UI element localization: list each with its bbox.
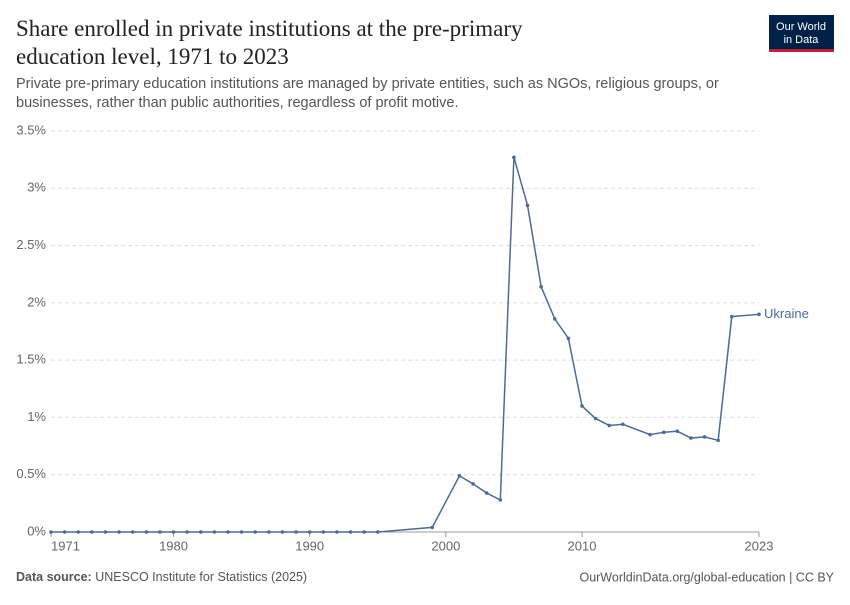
point [307, 530, 312, 534]
point [729, 314, 734, 319]
point [566, 336, 571, 341]
chart-subtitle: Private pre-primary education institutio… [16, 76, 719, 92]
line [51, 157, 760, 533]
point [621, 422, 625, 427]
point [158, 530, 162, 534]
logo-bar [769, 49, 834, 52]
y-tick-label: 3.5% [16, 122, 46, 137]
y-tick-label: 3% [27, 180, 46, 195]
point [212, 530, 217, 534]
logo-box[interactable] [769, 15, 834, 51]
point [648, 432, 652, 437]
point [457, 474, 462, 478]
point [321, 530, 326, 534]
point [580, 404, 584, 408]
point [375, 530, 380, 534]
point [267, 530, 271, 534]
point [525, 203, 530, 208]
point [280, 530, 285, 534]
point [62, 530, 67, 534]
source-text: UNESCO Institute for Statistics (2025) [95, 570, 307, 584]
x-tick-label: 2023 [745, 538, 774, 553]
y-tick-label: 0.5% [16, 466, 46, 481]
logo-line: in Data [784, 34, 820, 46]
point [294, 530, 298, 534]
series-label: Ukraine [764, 306, 809, 321]
point [117, 530, 121, 534]
point [185, 530, 189, 534]
y-tick-label: 2% [27, 294, 46, 309]
point [226, 530, 230, 534]
point [689, 436, 693, 440]
source-label: Data source: [16, 570, 92, 584]
point [171, 530, 176, 534]
point [484, 491, 489, 495]
point [253, 530, 258, 534]
point [471, 482, 475, 486]
point [716, 438, 720, 443]
point [607, 423, 612, 428]
x-tick-label: 2010 [568, 538, 597, 553]
point [90, 530, 94, 534]
source: Data source: UNESCO Institute for Statis… [16, 570, 307, 584]
point [130, 530, 135, 534]
point [675, 429, 680, 433]
chart-title: Share enrolled in private institutions a… [16, 16, 523, 41]
point [198, 530, 203, 534]
logo-text[interactable]: Our World in Data [776, 21, 826, 46]
x-tick-label: 2000 [431, 538, 460, 553]
point [512, 155, 516, 160]
y-tick-label: 2.5% [16, 237, 46, 252]
point [348, 530, 353, 534]
point [335, 530, 339, 534]
chart-subtitle: businesses, rather than public authoriti… [16, 95, 458, 111]
point [552, 317, 557, 321]
point [661, 430, 666, 435]
point [362, 530, 366, 534]
point [539, 285, 543, 289]
point [593, 416, 598, 421]
x-tick-label: 1971 [51, 538, 80, 553]
point [239, 530, 244, 534]
point [702, 435, 707, 439]
logo-line: Our World [776, 21, 826, 33]
point [757, 312, 761, 317]
point [76, 530, 81, 534]
y-tick-label: 0% [27, 523, 46, 538]
point [103, 530, 108, 534]
credit[interactable]: OurWorldinData.org/global-education | CC… [579, 570, 834, 584]
point [49, 530, 53, 534]
point [498, 498, 503, 502]
y-tick-label: 1% [27, 409, 46, 424]
chart-title: education level, 1971 to 2023 [16, 44, 289, 69]
point [430, 525, 435, 530]
x-tick-label: 1990 [295, 538, 324, 553]
point [144, 530, 149, 534]
x-tick-label: 1980 [159, 538, 188, 553]
y-tick-label: 1.5% [16, 352, 46, 367]
